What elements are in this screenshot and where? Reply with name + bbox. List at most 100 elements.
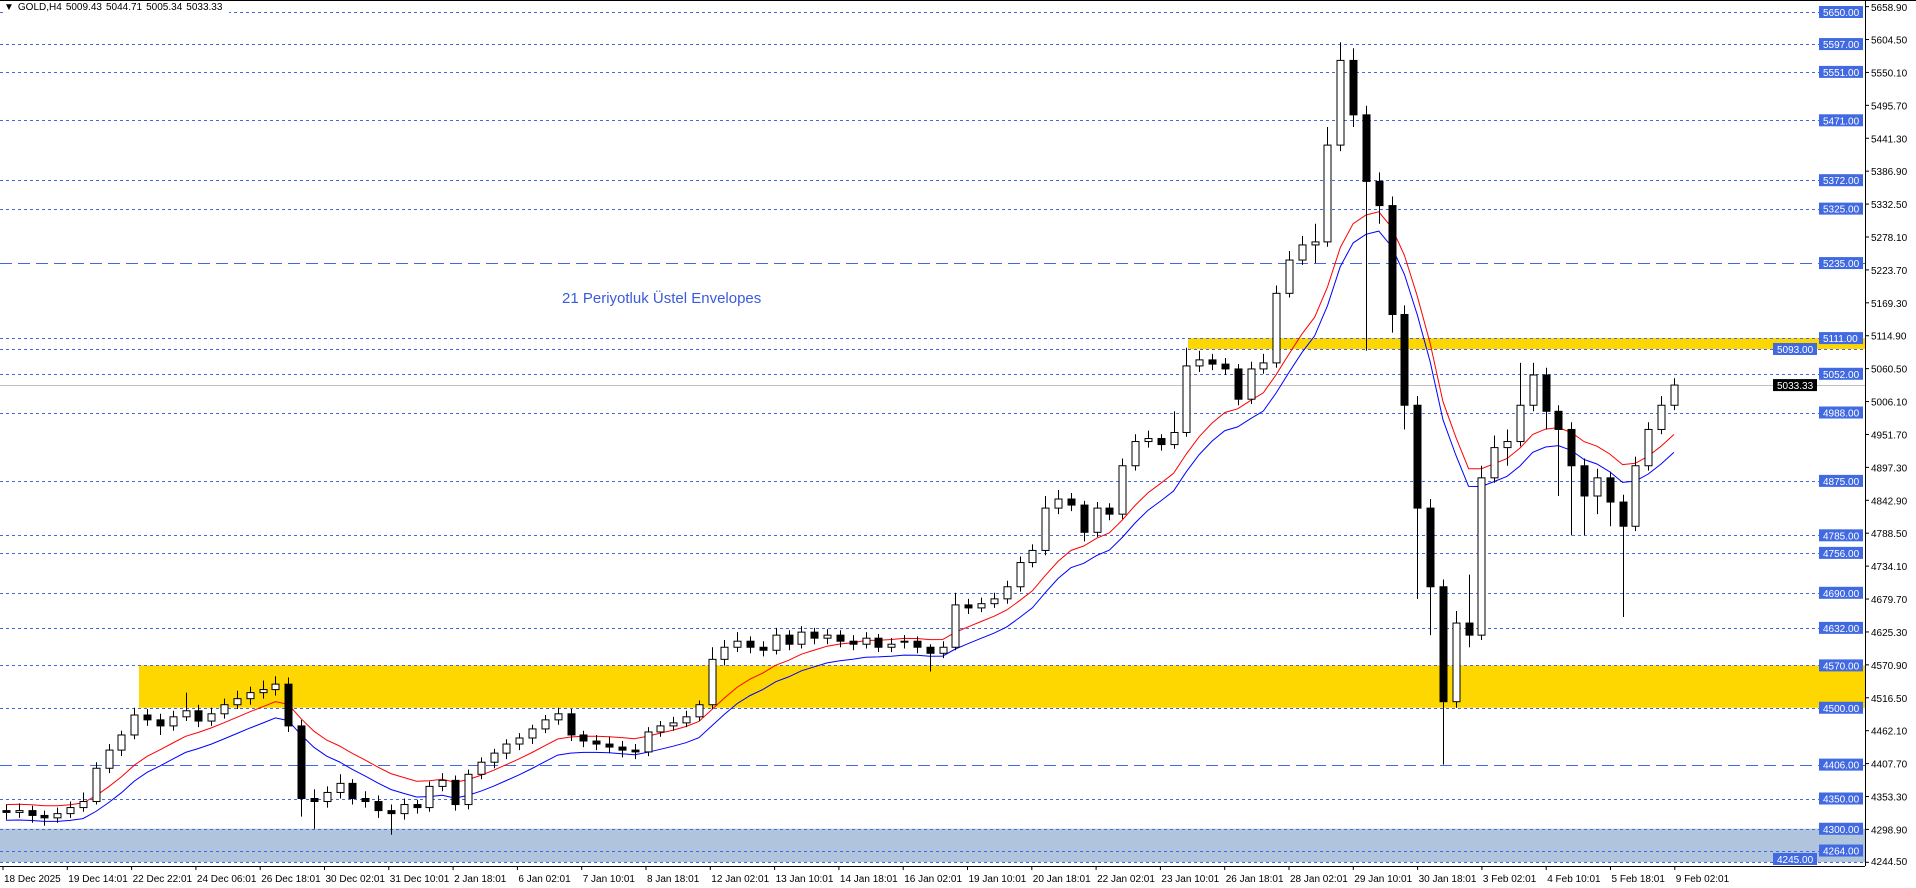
level-price-tag bbox=[1819, 367, 1863, 380]
candle bbox=[900, 635, 909, 649]
candle bbox=[310, 789, 319, 829]
bearish-candle-body bbox=[605, 743, 614, 748]
x-tick-label: 5 Feb 18:01 bbox=[1612, 874, 1666, 885]
bullish-candle-body bbox=[720, 646, 729, 660]
triangle-down-icon[interactable]: ▼ bbox=[4, 2, 14, 13]
x-tick-label: 19 Dec 14:01 bbox=[68, 874, 128, 885]
bullish-candle-body bbox=[1323, 144, 1332, 243]
low-value: 5005.34 bbox=[146, 2, 183, 13]
y-tick-label: 4897.30 bbox=[1871, 463, 1908, 474]
bullish-candle-body bbox=[528, 728, 537, 739]
level-price-label: 4350.00 bbox=[1823, 795, 1860, 806]
bearish-candle-body bbox=[40, 814, 49, 819]
bullish-candle-body bbox=[951, 604, 960, 648]
zone-2 bbox=[0, 828, 1865, 863]
level-price-label: 5093.00 bbox=[1777, 345, 1814, 356]
bullish-candle-body bbox=[1028, 549, 1037, 564]
candle bbox=[874, 633, 883, 653]
candle bbox=[1221, 358, 1230, 375]
candle bbox=[746, 636, 755, 654]
bearish-candle-body bbox=[926, 646, 935, 654]
x-tick-label: 30 Jan 18:01 bbox=[1419, 874, 1477, 885]
candle bbox=[464, 769, 473, 810]
candle bbox=[374, 795, 383, 818]
bearish-candle-body bbox=[874, 637, 883, 648]
candle bbox=[1388, 196, 1397, 333]
bullish-candle-body bbox=[233, 698, 242, 706]
bullish-candle-body bbox=[887, 643, 896, 648]
bullish-candle-body bbox=[259, 689, 268, 694]
level-price-label: 4245.00 bbox=[1777, 855, 1814, 866]
level-price-label: 5471.00 bbox=[1823, 116, 1860, 127]
bullish-candle-body bbox=[490, 752, 499, 763]
candle bbox=[1439, 579, 1448, 765]
candle bbox=[797, 626, 806, 649]
candle bbox=[785, 630, 794, 651]
x-tick-label: 26 Jan 18:01 bbox=[1226, 874, 1284, 885]
bullish-candle-body bbox=[1477, 477, 1486, 636]
candle bbox=[1516, 362, 1525, 447]
level-price-tag bbox=[1773, 853, 1817, 865]
bearish-candle-body bbox=[1067, 498, 1076, 506]
y-tick-label: 4244.50 bbox=[1871, 857, 1908, 868]
x-tick-label: 3 Feb 02:01 bbox=[1483, 874, 1537, 885]
bullish-candle-body bbox=[400, 804, 409, 815]
bullish-candle-body bbox=[1093, 507, 1102, 533]
candle bbox=[1105, 503, 1114, 521]
candle bbox=[297, 719, 306, 817]
bearish-candle-body bbox=[413, 804, 422, 809]
bullish-candle-body bbox=[1131, 441, 1140, 467]
candle bbox=[1080, 500, 1089, 542]
level-price-label: 4406.00 bbox=[1823, 761, 1860, 772]
bullish-candle-body bbox=[862, 637, 871, 645]
y-tick-label: 4462.10 bbox=[1871, 727, 1908, 738]
candle bbox=[1426, 499, 1435, 636]
candle bbox=[939, 641, 948, 659]
x-tick-label: 4 Feb 10:01 bbox=[1547, 874, 1601, 885]
bullish-candle-body bbox=[1298, 244, 1307, 261]
candle bbox=[1093, 502, 1102, 538]
candle bbox=[361, 791, 370, 808]
bullish-candle-body bbox=[66, 807, 75, 815]
y-tick-label: 5495.70 bbox=[1871, 101, 1908, 112]
y-tick-label: 5278.10 bbox=[1871, 233, 1908, 244]
candle bbox=[1657, 396, 1666, 435]
bullish-candle-body bbox=[130, 714, 139, 736]
candle bbox=[1131, 434, 1140, 471]
bullish-candle-body bbox=[1490, 447, 1499, 479]
x-tick-label: 9 Feb 02:01 bbox=[1676, 874, 1730, 885]
bullish-candle-body bbox=[669, 722, 678, 727]
bearish-candle-body bbox=[836, 634, 845, 642]
bullish-candle-body bbox=[977, 603, 986, 609]
bearish-candle-body bbox=[194, 710, 203, 722]
candle bbox=[849, 635, 858, 651]
bearish-candle-body bbox=[1413, 404, 1422, 509]
candle bbox=[259, 680, 268, 699]
bearish-candle-body bbox=[1105, 507, 1114, 515]
candle bbox=[1452, 610, 1461, 708]
candle bbox=[567, 708, 576, 742]
bullish-candle-body bbox=[438, 779, 447, 787]
level-price-tag bbox=[1819, 474, 1863, 487]
candle bbox=[964, 598, 973, 614]
envelope-upper-line bbox=[5, 211, 1675, 807]
bullish-candle-body bbox=[92, 767, 101, 803]
bearish-candle-body bbox=[143, 714, 152, 721]
candle bbox=[40, 810, 49, 826]
bearish-candle-body bbox=[759, 646, 768, 651]
indicator-annotation: 21 Periyotluk Üstel Envelopes bbox=[562, 290, 762, 307]
bullish-candle-body bbox=[1247, 368, 1256, 400]
bearish-candle-body bbox=[1426, 507, 1435, 588]
candle bbox=[156, 713, 165, 735]
level-price-label: 4264.00 bbox=[1823, 847, 1860, 858]
bearish-candle-body bbox=[297, 725, 306, 800]
candle bbox=[926, 644, 935, 672]
y-tick-label: 5006.10 bbox=[1871, 398, 1908, 409]
candle bbox=[1041, 496, 1050, 556]
bullish-candle-body bbox=[1041, 507, 1050, 551]
level-price-label: 4756.00 bbox=[1823, 549, 1860, 560]
bearish-candle-body bbox=[1221, 363, 1230, 370]
bearish-candle-body bbox=[1157, 438, 1166, 446]
bearish-candle-body bbox=[1567, 428, 1576, 467]
